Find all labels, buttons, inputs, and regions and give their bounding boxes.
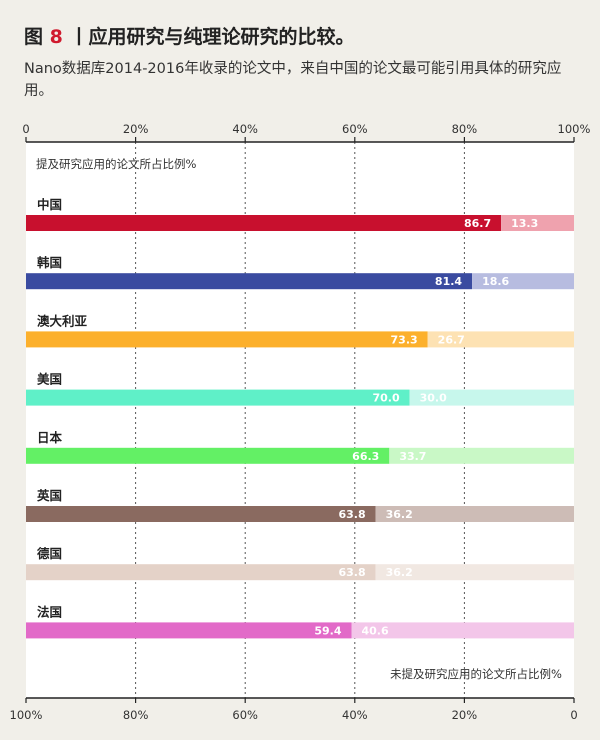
bar-segment-a (26, 622, 352, 639)
category-label: 澳大利亚 (37, 313, 88, 328)
top-tick-label: 100% (558, 122, 591, 136)
value-label-a: 70.0 (372, 392, 399, 405)
figure-subtitle: Nano数据库2014-2016年收录的论文中，来自中国的论文最可能引用具体的研… (24, 61, 562, 99)
value-label-b: 13.3 (511, 217, 538, 230)
bar-segment-a (26, 506, 376, 522)
top-tick-label: 0 (22, 122, 29, 136)
bar-group: 日本 66.3 33.7 (26, 430, 574, 464)
value-label-b: 36.2 (386, 566, 413, 579)
value-label-a: 73.3 (391, 333, 418, 346)
bottom-tick-label: 40% (342, 708, 368, 722)
bar-group: 英国 63.8 36.2 (26, 488, 574, 522)
bar-segment-b (375, 506, 574, 522)
top-tick-label: 80% (452, 122, 478, 136)
bar-segment-b (375, 564, 574, 581)
bar-group: 韩国 81.4 18.6 (26, 255, 574, 290)
category-label: 德国 (37, 546, 62, 561)
bar-segment-a (26, 564, 376, 581)
bar-segment-a (26, 389, 410, 406)
value-label-b: 40.6 (362, 624, 389, 637)
bar-segment-a (26, 447, 390, 464)
value-label-a: 81.4 (435, 275, 462, 288)
value-label-b: 36.2 (386, 508, 413, 521)
bar-segment-b (501, 215, 574, 231)
bottom-tick-label: 20% (452, 708, 478, 722)
value-label-b: 18.6 (482, 275, 509, 288)
value-label-a: 63.8 (338, 566, 365, 579)
tick-layer: 0 100% 20% 80% 40% 60% 60% 40% 80% 20% 100% 0 (10, 122, 591, 722)
bottom-tick-label: 60% (232, 708, 258, 722)
bar-group: 法国 59.4 40.6 (26, 604, 574, 639)
bar-segment-a (26, 215, 502, 231)
value-label-b: 33.7 (399, 450, 426, 463)
value-label-a: 86.7 (464, 217, 491, 230)
value-label-a: 66.3 (352, 450, 379, 463)
bar-segment-b (472, 273, 574, 290)
figure-number: 8 (49, 26, 63, 48)
bar-segment-a (26, 331, 428, 348)
bar-segment-b (409, 389, 574, 406)
figure-label: 图 (24, 26, 44, 48)
category-label: 韩国 (37, 255, 62, 270)
category-label: 法国 (37, 604, 62, 619)
top-axis-label: 提及研究应用的论文所占比例% (36, 157, 196, 171)
bar-segment-b (389, 447, 574, 464)
bottom-tick-label: 100% (10, 708, 43, 722)
value-label-b: 26.7 (438, 333, 465, 346)
category-label: 日本 (37, 430, 63, 445)
bar-group: 德国 63.8 36.2 (26, 546, 574, 581)
bottom-axis-label: 未提及研究应用的论文所占比例% (390, 667, 562, 681)
value-label-a: 59.4 (314, 624, 341, 637)
value-label-a: 63.8 (338, 508, 365, 521)
category-label: 美国 (37, 372, 62, 387)
top-tick-label: 60% (342, 122, 368, 136)
figure-title: 图 8 丨应用研究与纯理论研究的比较。 (24, 22, 355, 49)
bars-layer: 中国 86.7 13.3 韩国 81.4 18.6 澳大利亚 73.3 26.7 美国 70.0 30… (26, 197, 574, 639)
category-label: 中国 (37, 197, 62, 212)
bottom-tick-label: 0 (570, 708, 577, 722)
category-label: 英国 (37, 488, 62, 503)
bar-group: 中国 86.7 13.3 (26, 197, 574, 231)
chart-panel (26, 142, 574, 698)
top-tick-label: 40% (232, 122, 258, 136)
bar-group: 澳大利亚 73.3 26.7 (26, 313, 574, 348)
top-tick-label: 20% (123, 122, 149, 136)
bar-segment-a (26, 273, 473, 290)
figure-title-text: 丨应用研究与纯理论研究的比较。 (69, 26, 355, 48)
bar-group: 美国 70.0 30.0 (26, 372, 574, 406)
bar-segment-b (427, 331, 574, 348)
bottom-tick-label: 80% (123, 708, 149, 722)
bar-segment-b (351, 622, 574, 639)
value-label-b: 30.0 (420, 392, 447, 405)
